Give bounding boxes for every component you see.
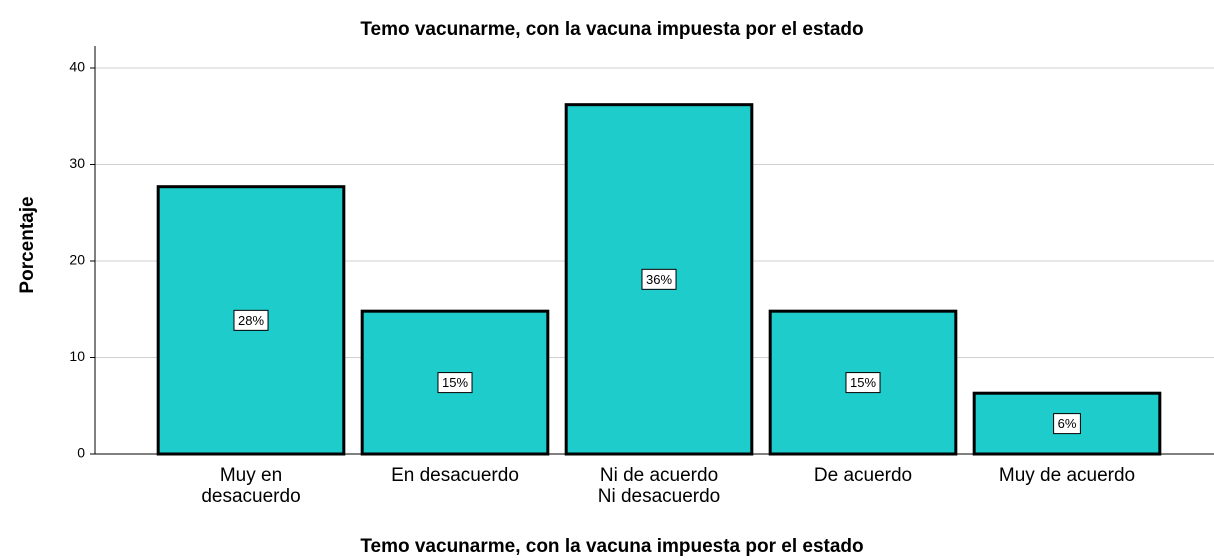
x-tick-label: De acuerdo [814,465,912,486]
value-label: 36% [646,272,672,287]
x-axis-title: Temo vacunarme, con la vacuna impuesta p… [360,536,863,557]
value-label-box [641,268,677,290]
y-axis-title: Porcentaje [17,196,38,293]
value-label: 15% [442,375,468,390]
value-label-box [1053,413,1081,435]
x-tick-label: En desacuerdo [391,465,519,486]
value-label: 28% [238,313,264,328]
value-label: 15% [850,375,876,390]
value-label-box [845,372,881,394]
value-label-box [437,372,473,394]
chart-title: Temo vacunarme, con la vacuna impuesta p… [360,19,863,40]
y-tick-label: 10 [69,348,85,364]
value-label-box [233,309,269,331]
value-label: 6% [1058,416,1077,431]
x-tick-label: Ni de acuerdo Ni desacuerdo [598,465,721,507]
x-tick-label: Muy en desacuerdo [201,465,300,507]
y-tick-label: 0 [77,445,85,461]
y-tick-label: 20 [69,252,85,268]
y-tick-label: 40 [69,59,85,75]
y-tick-label: 30 [69,155,85,171]
x-tick-label: Muy de acuerdo [999,465,1135,486]
